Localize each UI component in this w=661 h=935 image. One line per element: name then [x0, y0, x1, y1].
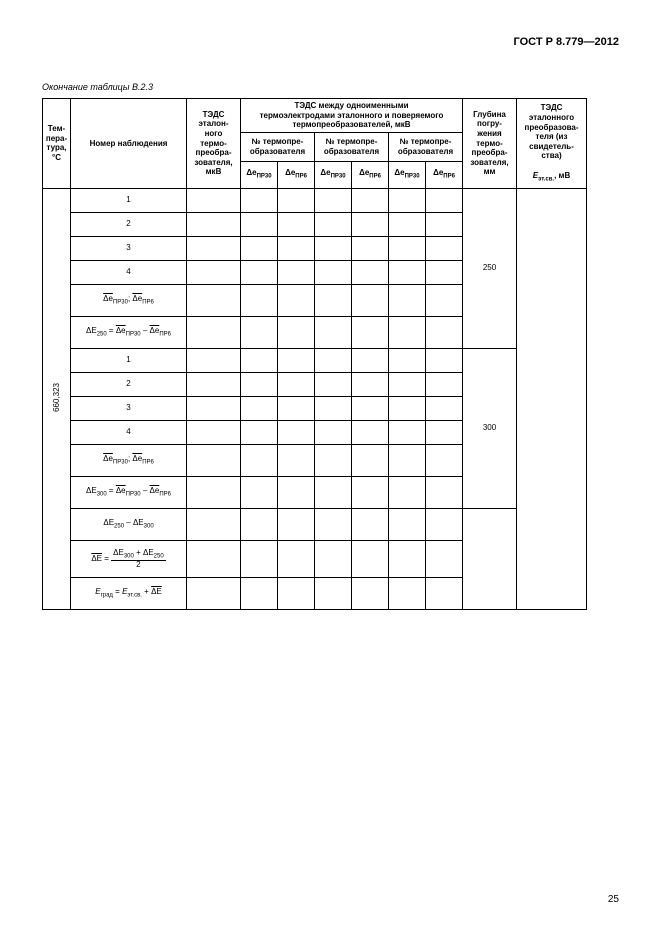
cell-obs: 2 — [71, 372, 187, 396]
page-number: 25 — [608, 894, 619, 905]
cell-depth-blank — [463, 508, 517, 609]
col-de30-c: ΔeПР30 — [389, 161, 426, 188]
col-teds-cert: ТЭДС эталонного преобразова- теля (из св… — [517, 99, 587, 189]
header-row-1: Тем- пера- тура, °C Номер наблюдения ТЭД… — [43, 99, 587, 133]
col-sub-a: № термопре- образователя — [241, 132, 315, 161]
cell — [426, 188, 463, 212]
col-sub-b: № термопре- образователя — [315, 132, 389, 161]
col-sub-c: № термопре- образователя — [389, 132, 463, 161]
cell-de300: ΔE300 = ΔeПР30 – ΔeПР6 — [71, 476, 187, 508]
col-teds-ref: ТЭДС эталон- ного термо- преобра- зовате… — [187, 99, 241, 189]
cell-de-bar: ΔE = ΔE300 + ΔE250 2 — [71, 540, 187, 577]
document-standard-title: ГОСТ Р 8.779—2012 — [514, 36, 619, 48]
col-de6-a: ΔeПР6 — [278, 161, 315, 188]
table-row: 1 300 — [43, 348, 587, 372]
col-de6-c: ΔeПР6 — [426, 161, 463, 188]
cell-depth-300: 300 — [463, 348, 517, 508]
cell-temperature: 660,323 — [43, 188, 71, 609]
cell-de250: ΔE250 = ΔeПР30 – ΔeПР6 — [71, 316, 187, 348]
cell-obs: 1 — [71, 348, 187, 372]
data-table: Тем- пера- тура, °C Номер наблюдения ТЭД… — [42, 98, 587, 610]
cell-avg-de: ΔeПР30; ΔeПР6 — [71, 284, 187, 316]
cell-avg-de-2: ΔeПР30; ΔeПР6 — [71, 444, 187, 476]
col-de6-b: ΔeПР6 — [352, 161, 389, 188]
cell-teds-cert — [517, 188, 587, 609]
cell-obs: 4 — [71, 420, 187, 444]
col-depth: Глубина погру- жения термо- преобра- зов… — [463, 99, 517, 189]
cell-obs: 3 — [71, 396, 187, 420]
cell-diff: ΔE250 – ΔE300 — [71, 508, 187, 540]
cell-obs: 4 — [71, 260, 187, 284]
cell-obs: 2 — [71, 212, 187, 236]
table-row-diff: ΔE250 – ΔE300 — [43, 508, 587, 540]
col-teds-between: ТЭДС между одноименными термоэлектродами… — [241, 99, 463, 133]
cell — [389, 188, 426, 212]
cell-obs: 1 — [71, 188, 187, 212]
col-temperature: Тем- пера- тура, °C — [43, 99, 71, 189]
cell — [352, 188, 389, 212]
cell — [187, 188, 241, 212]
cell — [315, 188, 352, 212]
table-continuation-caption: Окончание таблицы В.2.3 — [42, 82, 153, 92]
table-row: 660,323 1 250 — [43, 188, 587, 212]
col-de30-a: ΔeПР30 — [241, 161, 278, 188]
cell-egrad: Eград = Eэт.св. + ΔE — [71, 577, 187, 609]
cell-obs: 3 — [71, 236, 187, 260]
col-observation: Номер наблюдения — [71, 99, 187, 189]
cell — [278, 188, 315, 212]
col-de30-b: ΔeПР30 — [315, 161, 352, 188]
cell — [241, 188, 278, 212]
cell-depth-250: 250 — [463, 188, 517, 348]
